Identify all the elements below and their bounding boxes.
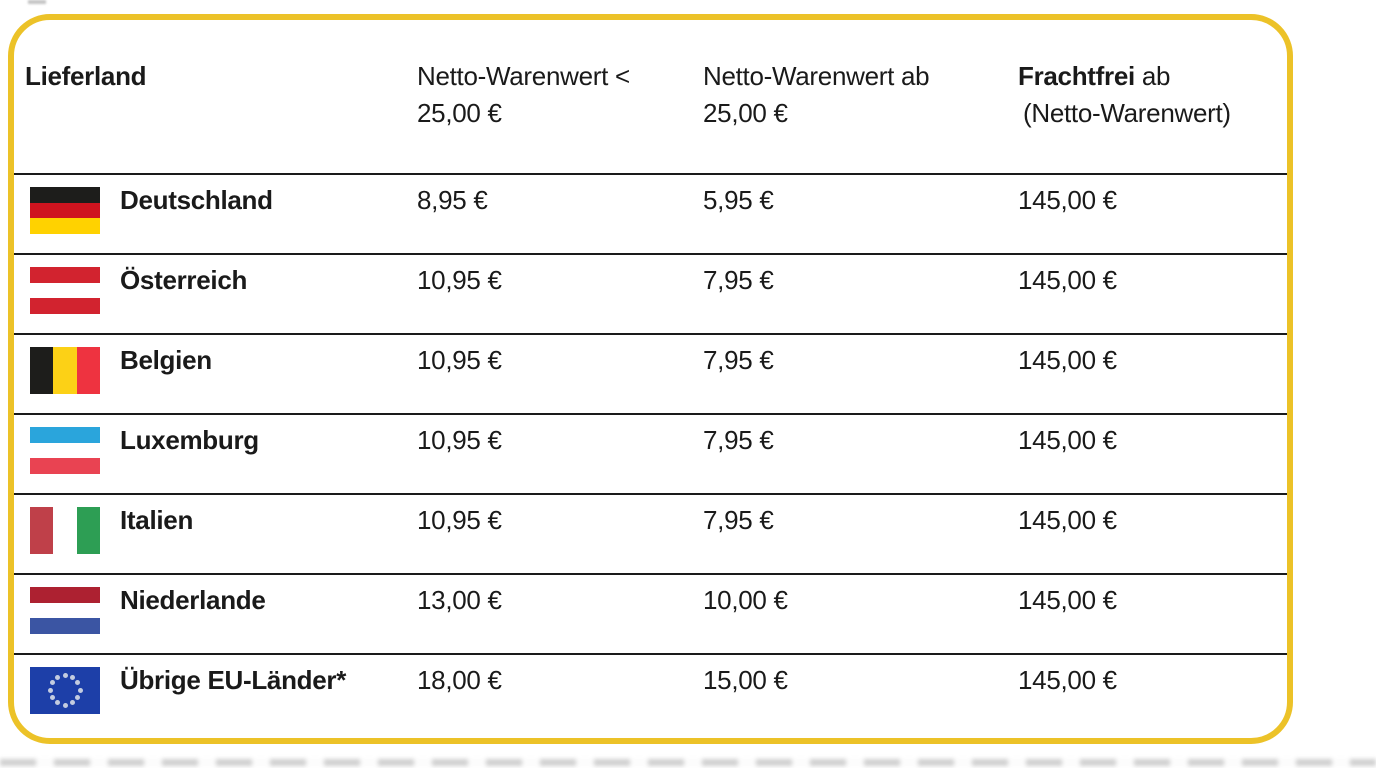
- table-row: Belgien 10,95 € 7,95 € 145,00 €: [14, 333, 1287, 413]
- price-from-25: 7,95 €: [703, 345, 774, 375]
- table-row: Niederlande 13,00 € 10,00 € 145,00 €: [14, 573, 1287, 653]
- table-body: Deutschland 8,95 € 5,95 € 145,00 € Öster…: [14, 173, 1287, 733]
- austria-flag: [30, 267, 100, 315]
- price-from-25: 7,95 €: [703, 425, 774, 455]
- country-name: Deutschland: [120, 185, 273, 215]
- price-from-25: 7,95 €: [703, 505, 774, 535]
- free-shipping-threshold: 145,00 €: [1018, 425, 1117, 455]
- scan-artifact-bottom: [0, 759, 1376, 766]
- header-frachtfrei: Frachtfrei ab (Netto-Warenwert): [1018, 61, 1231, 128]
- country-cell: Deutschland: [14, 175, 406, 253]
- country-cell: Luxemburg: [14, 415, 406, 493]
- eu-flag: [30, 667, 100, 714]
- price-below-25: 10,95 €: [417, 265, 502, 295]
- price-from-25: 7,95 €: [703, 265, 774, 295]
- country-name: Belgien: [120, 345, 212, 375]
- table-row: Italien 10,95 € 7,95 € 145,00 €: [14, 493, 1287, 573]
- italy-flag: [30, 507, 100, 554]
- luxembourg-flag: [30, 427, 100, 475]
- header-lieferland: Lieferland: [14, 20, 406, 173]
- country-cell: Italien: [14, 495, 406, 573]
- free-shipping-threshold: 145,00 €: [1018, 665, 1117, 695]
- table-row: Übrige EU-Länder* 18,00 € 15,00 € 145,00…: [14, 653, 1287, 733]
- price-from-25: 5,95 €: [703, 185, 774, 215]
- free-shipping-threshold: 145,00 €: [1018, 505, 1117, 535]
- header-lieferland-label: Lieferland: [25, 61, 147, 91]
- shipping-cost-table: Lieferland Netto-Warenwert <25,00 € Nett…: [8, 14, 1293, 744]
- belgium-flag: [30, 347, 100, 394]
- country-cell: Niederlande: [14, 575, 406, 653]
- table-row: Österreich 10,95 € 7,95 € 145,00 €: [14, 253, 1287, 333]
- header-netto-from-25: Netto-Warenwert ab 25,00 €: [703, 61, 930, 128]
- price-from-25: 15,00 €: [703, 665, 788, 695]
- price-from-25: 10,00 €: [703, 585, 788, 615]
- germany-flag: [30, 187, 100, 235]
- table-row: Deutschland 8,95 € 5,95 € 145,00 €: [14, 173, 1287, 253]
- country-cell: Belgien: [14, 335, 406, 413]
- price-below-25: 13,00 €: [417, 585, 502, 615]
- price-below-25: 18,00 €: [417, 665, 502, 695]
- free-shipping-threshold: 145,00 €: [1018, 345, 1117, 375]
- price-below-25: 10,95 €: [417, 505, 502, 535]
- price-below-25: 10,95 €: [417, 425, 502, 455]
- price-below-25: 8,95 €: [417, 185, 488, 215]
- table-row: Luxemburg 10,95 € 7,95 € 145,00 €: [14, 413, 1287, 493]
- free-shipping-threshold: 145,00 €: [1018, 585, 1117, 615]
- country-name: Übrige EU-Länder*: [120, 665, 347, 695]
- country-cell: Übrige EU-Länder*: [14, 655, 406, 733]
- free-shipping-threshold: 145,00 €: [1018, 265, 1117, 295]
- country-name: Niederlande: [120, 585, 266, 615]
- country-name: Österreich: [120, 265, 248, 295]
- price-below-25: 10,95 €: [417, 345, 502, 375]
- header-netto-below-25: Netto-Warenwert <25,00 €: [417, 61, 630, 128]
- country-cell: Österreich: [14, 255, 406, 333]
- country-name: Luxemburg: [120, 425, 259, 455]
- free-shipping-threshold: 145,00 €: [1018, 185, 1117, 215]
- table-header-row: Lieferland Netto-Warenwert <25,00 € Nett…: [14, 20, 1287, 173]
- country-name: Italien: [120, 505, 194, 535]
- scan-artifact-top: [28, 0, 46, 4]
- netherlands-flag: [30, 587, 100, 635]
